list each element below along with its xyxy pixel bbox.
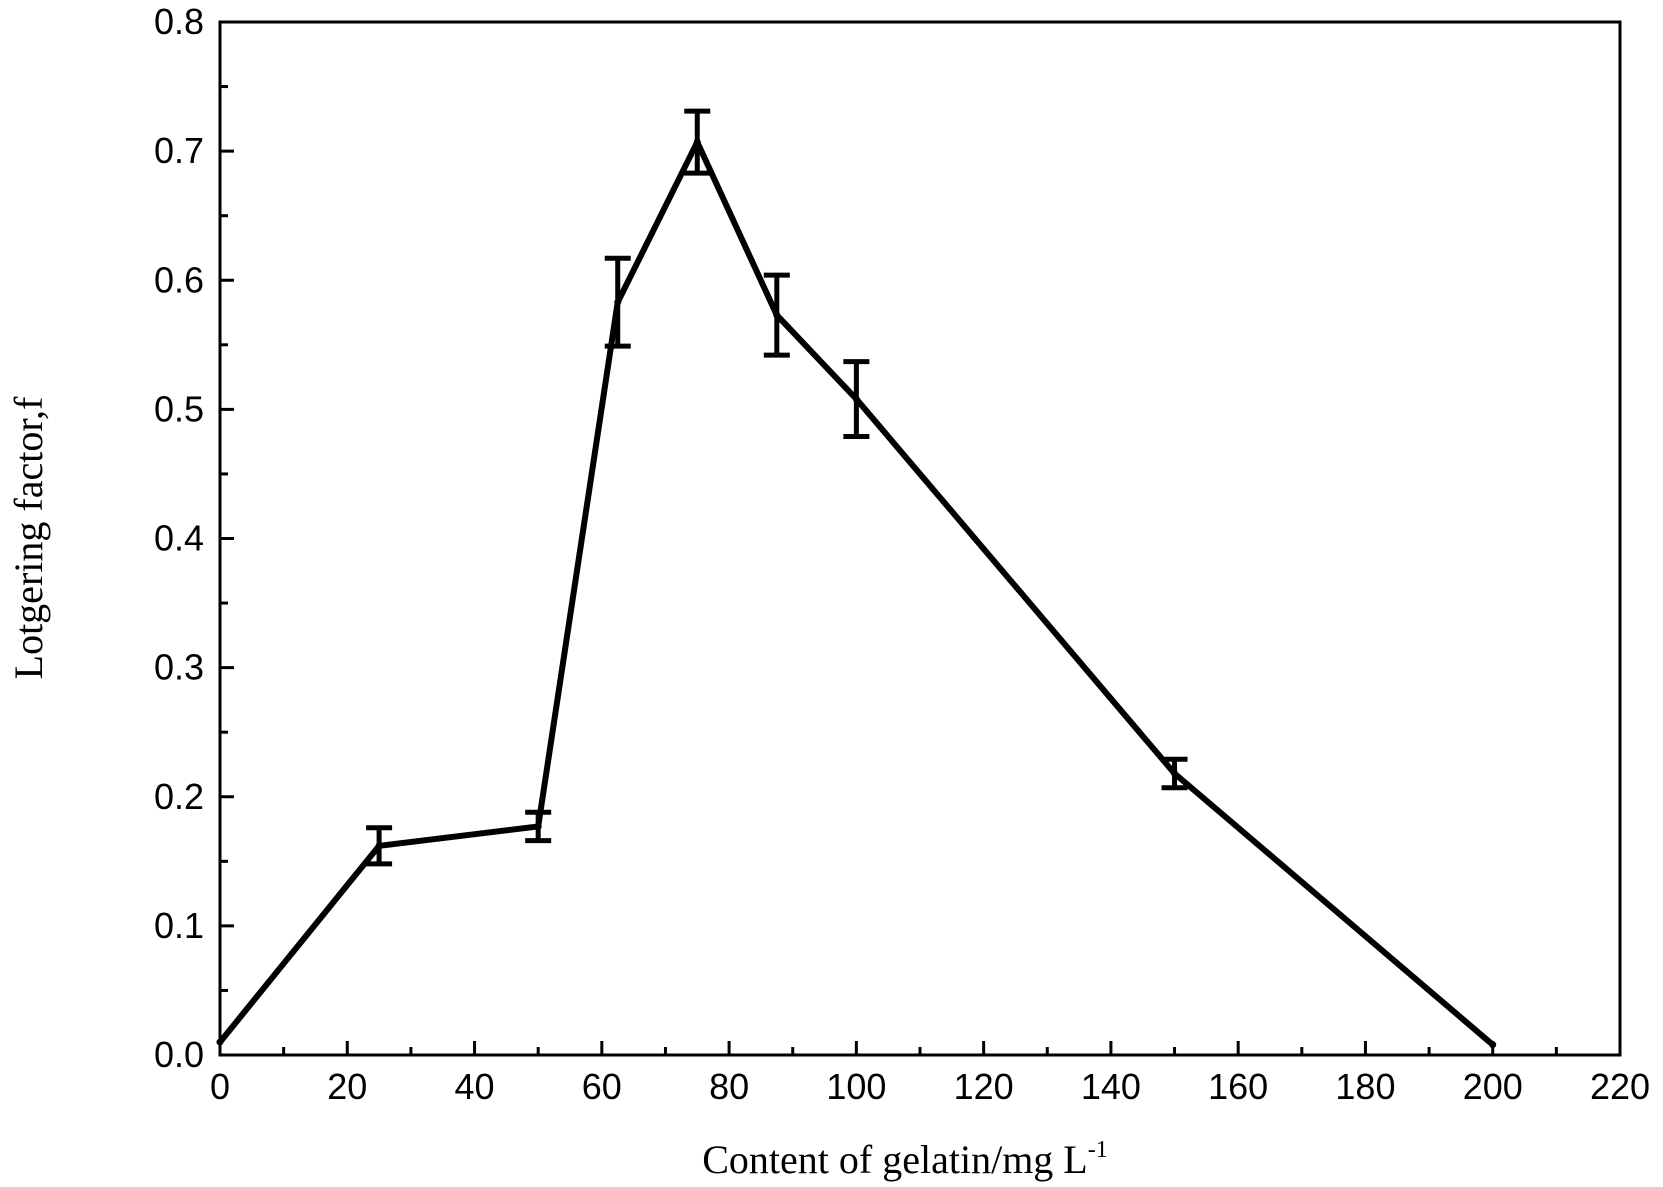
data-point [1171,770,1179,778]
x-axis-title-superscript: -1 [1088,1137,1108,1163]
x-tick-label: 140 [1081,1066,1141,1107]
y-tick-label: 0.3 [154,647,204,688]
data-point [852,395,860,403]
y-tick-label: 0.6 [154,259,204,300]
x-tick-label: 0 [210,1066,230,1107]
plot-frame [218,20,1622,1057]
data-point [375,842,383,850]
y-axis-title: Lotgering factor,f [6,396,51,679]
x-axis-title: Content of gelatin/mg L-1 [702,1137,1108,1182]
x-tick-label: 100 [826,1066,886,1107]
x-tick-label: 220 [1590,1066,1650,1107]
x-axis-title-main: Content of gelatin/mg L [702,1137,1088,1182]
ticks-layer: 0 20 40 60 80 100 120 140 160 180 200 220 0.0 0.1 0.2 0… [154,1,1650,1107]
y-tick-label: 0.8 [154,1,204,42]
data-point [614,298,622,306]
data-point [534,822,542,830]
x-tick-label: 160 [1208,1066,1268,1107]
x-tick-label: 120 [954,1066,1014,1107]
y-tick-label: 0.5 [154,388,204,429]
x-tick-label: 200 [1463,1066,1523,1107]
x-tick-label: 60 [582,1066,622,1107]
y-tick-label: 0.2 [154,776,204,817]
x-tick-label: 20 [327,1066,367,1107]
y-tick-label: 0.7 [154,130,204,171]
y-tick-label: 0.1 [154,905,204,946]
series-layer [216,108,1497,1049]
series-line [217,135,1495,1047]
x-tick-label: 40 [455,1066,495,1107]
x-tick-label: 80 [709,1066,749,1107]
data-point [693,138,701,146]
data-point [773,311,781,319]
y-tick-label: 0.0 [154,1034,204,1075]
y-tick-label: 0.4 [154,518,204,559]
x-tick-label: 180 [1335,1066,1395,1107]
data-point [1489,1041,1497,1049]
